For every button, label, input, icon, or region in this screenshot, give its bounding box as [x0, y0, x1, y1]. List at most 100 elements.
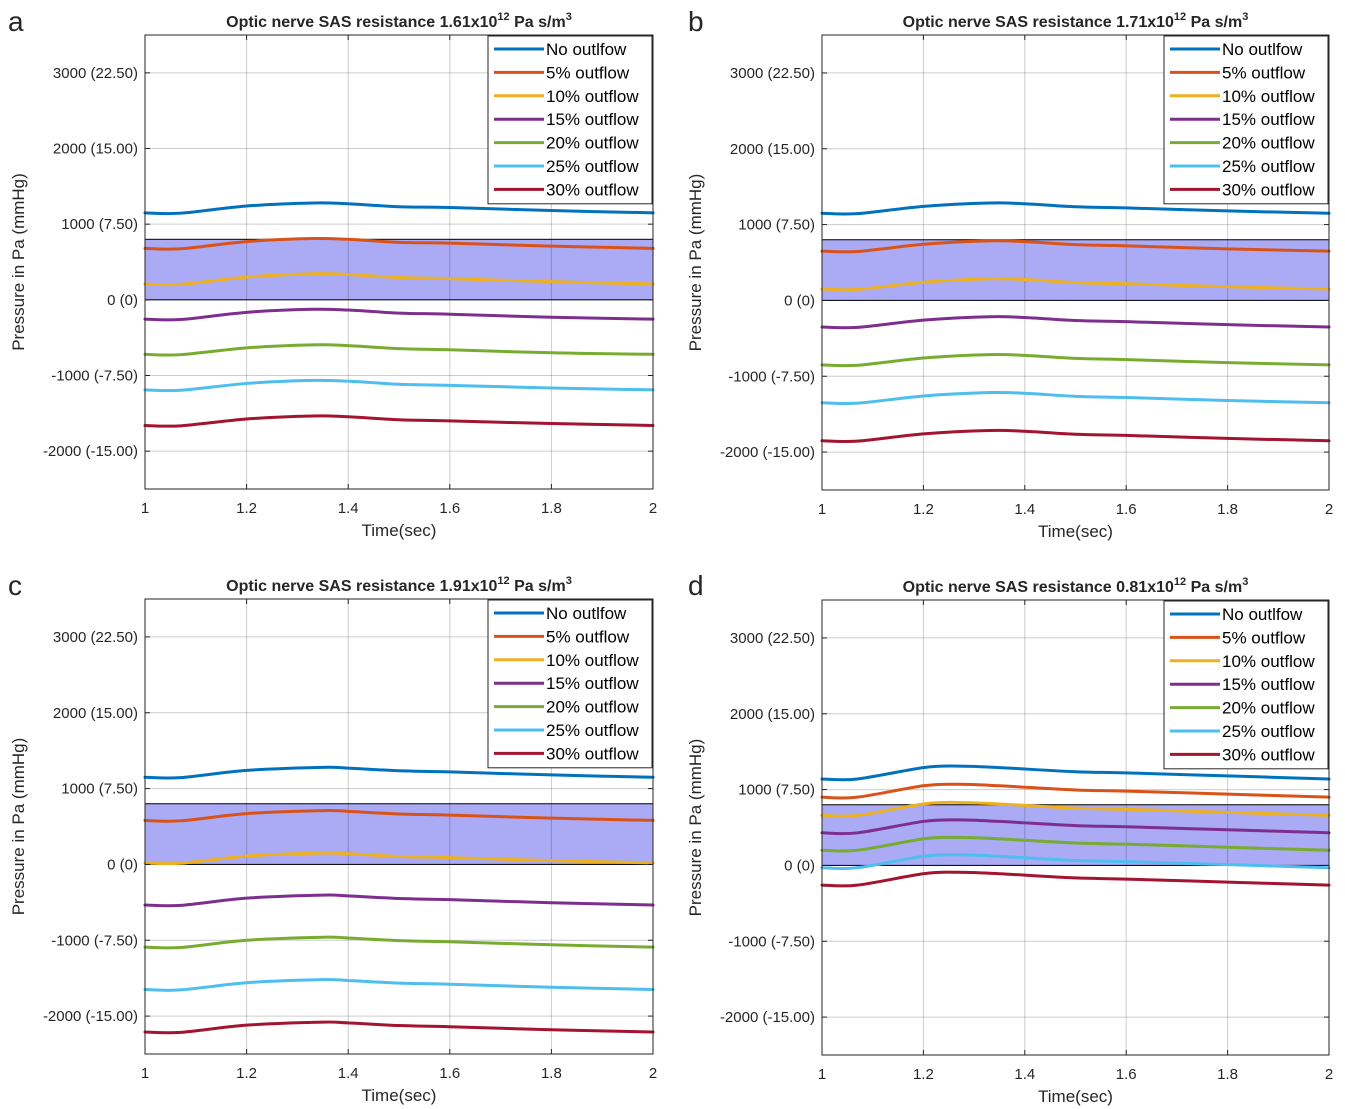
title-unit: Pa s/m — [1186, 14, 1242, 31]
series-line-5 — [820, 835, 1331, 853]
series-line-6 — [820, 853, 1331, 871]
y-tick-label: -1000 (-7.50) — [51, 932, 138, 949]
y-tick-label: -1000 (-7.50) — [728, 933, 815, 950]
y-tick-label: -1000 (-7.50) — [51, 368, 138, 385]
y-tick-label: 0 (0) — [784, 292, 815, 309]
y-axis-label: Pressure in Pa (mmHg) — [686, 174, 705, 352]
series-line-1 — [143, 201, 655, 216]
chart-title: Optic nerve SAS resistance 1.61x1012 Pa … — [226, 11, 572, 31]
y-tick-label: 1000 (7.50) — [738, 217, 815, 234]
axes-frame — [821, 34, 1330, 491]
x-tick-label: 1.8 — [1217, 1066, 1238, 1083]
x-axis-label: Time(sec) — [1038, 522, 1113, 541]
legend: No outlfow 5% outflow 10% outflow 15% outfl… — [487, 599, 653, 769]
axes-frame — [144, 598, 654, 1055]
y-tick-label: 0 (0) — [107, 292, 138, 309]
x-tick-label: 1.8 — [541, 500, 562, 517]
legend-label: 10% outflow — [1222, 652, 1315, 671]
title-exponent: 12 — [1174, 11, 1186, 23]
y-tick-label: -2000 (-15.00) — [720, 1009, 815, 1026]
series-line-4 — [820, 315, 1331, 330]
legend-label: 5% outflow — [546, 627, 630, 646]
legend-label: No outlfow — [1222, 605, 1303, 624]
series-line-3 — [143, 851, 655, 866]
y-tick-label: 3000 (22.50) — [53, 65, 138, 82]
axes-frame — [821, 599, 1330, 1056]
y-tick-label: 2000 (15.00) — [53, 141, 138, 158]
title-unit: Pa s/m — [1186, 579, 1242, 596]
x-tick-label: 1.6 — [439, 500, 460, 517]
y-tick-label: -2000 (-15.00) — [43, 1008, 138, 1025]
x-tick-label: 1.4 — [338, 1065, 359, 1082]
series-line-6 — [820, 390, 1331, 406]
series-line-5 — [820, 352, 1331, 368]
legend-label: No outlfow — [546, 604, 627, 623]
series-line-7 — [820, 428, 1331, 444]
y-tick-label: 1000 (7.50) — [61, 216, 138, 233]
chart-title: Optic nerve SAS resistance 1.91x1012 Pa … — [226, 575, 572, 595]
y-tick-label: -2000 (-15.00) — [720, 444, 815, 461]
title-unit-exponent: 3 — [1242, 11, 1248, 23]
x-tick-label: 2 — [1325, 501, 1333, 518]
shaded-band — [821, 804, 1330, 866]
chart-title: Optic nerve SAS resistance 0.81x1012 Pa … — [903, 576, 1249, 596]
legend-label: 5% outflow — [1222, 628, 1306, 647]
legend: No outlfow 5% outflow 10% outflow 15% outfl… — [487, 35, 653, 205]
legend-label: 25% outflow — [1222, 722, 1315, 741]
series-line-1 — [143, 765, 655, 780]
legend-label: 20% outflow — [546, 698, 639, 717]
series-line-1 — [820, 764, 1331, 782]
legend-label: 30% outflow — [1222, 745, 1315, 764]
x-tick-label: 2 — [1325, 1066, 1333, 1083]
series-line-4 — [143, 893, 655, 908]
x-tick-label: 1.2 — [236, 1065, 257, 1082]
x-tick-label: 1 — [818, 1066, 826, 1083]
y-tick-label: 1000 (7.50) — [61, 781, 138, 798]
legend-label: 25% outflow — [546, 157, 639, 176]
panel-a: 1 1.2 1.4 1.6 1.8 2 -2000 (-15.00) -1000 (-7.50… — [8, 6, 657, 540]
legend-label: 15% outflow — [1222, 110, 1315, 129]
legend-label: 15% outflow — [1222, 675, 1315, 694]
x-tick-label: 1.4 — [1014, 501, 1035, 518]
panel-d: 1 1.2 1.4 1.6 1.8 2 -2000 (-15.00) -1000 (-7.50… — [686, 570, 1333, 1106]
series-line-3 — [820, 277, 1331, 292]
title-unit: Pa s/m — [510, 14, 566, 31]
title-unit: Pa s/m — [510, 578, 566, 595]
y-axis-label: Pressure in Pa (mmHg) — [9, 738, 28, 916]
title-unit-exponent: 3 — [1242, 576, 1248, 588]
series-line-6 — [143, 978, 655, 992]
series-line-7 — [143, 1020, 655, 1035]
y-tick-label: 2000 (15.00) — [53, 705, 138, 722]
legend-label: 20% outflow — [1222, 699, 1315, 718]
series-line-4 — [820, 818, 1331, 836]
legend-label: 25% outflow — [546, 721, 639, 740]
series-line-4 — [143, 307, 655, 322]
series-line-2 — [143, 236, 655, 251]
series-line-5 — [143, 343, 655, 357]
x-tick-label: 2 — [649, 500, 657, 517]
x-tick-label: 1.6 — [1116, 1066, 1137, 1083]
y-tick-label: 3000 (22.50) — [53, 629, 138, 646]
y-tick-label: 2000 (15.00) — [730, 706, 815, 723]
series-line-6 — [143, 378, 655, 393]
y-tick-label: 2000 (15.00) — [730, 141, 815, 158]
title-exponent: 12 — [497, 11, 509, 23]
series-line-1 — [820, 201, 1331, 216]
y-tick-label: 3000 (22.50) — [730, 65, 815, 82]
y-axis-label: Pressure in Pa (mmHg) — [9, 173, 28, 351]
legend-label: 10% outflow — [546, 651, 639, 670]
series-line-5 — [143, 935, 655, 950]
x-tick-label: 1.8 — [541, 1065, 562, 1082]
legend-label: 30% outflow — [546, 744, 639, 763]
y-axis-label: Pressure in Pa (mmHg) — [686, 739, 705, 917]
legend-label: 25% outflow — [1222, 157, 1315, 176]
y-tick-label: 0 (0) — [784, 857, 815, 874]
legend: No outlfow 5% outflow 10% outflow 15% outfl… — [1163, 35, 1329, 205]
series-line-2 — [820, 239, 1331, 254]
series-line-3 — [143, 272, 655, 287]
x-tick-label: 1.6 — [439, 1065, 460, 1082]
title-main: Optic nerve SAS resistance 0.81x10 — [903, 579, 1174, 596]
x-tick-label: 1.4 — [338, 500, 359, 517]
series-line-7 — [143, 414, 655, 428]
